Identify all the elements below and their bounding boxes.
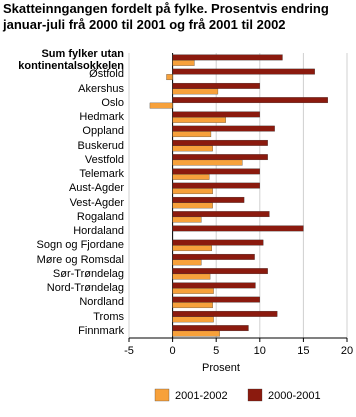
bar [172, 125, 275, 132]
x-tick-label: 10 [254, 345, 266, 357]
x-axis-label: Prosent [202, 362, 240, 374]
bar [172, 268, 268, 275]
bar [172, 82, 260, 89]
x-tick-label: 0 [170, 345, 176, 357]
bar [172, 154, 268, 161]
bar [172, 245, 212, 252]
y-tick-label: Buskerud [77, 139, 124, 152]
y-tick-label: Finnmark [78, 324, 124, 337]
bar [172, 325, 249, 332]
x-tick-label: 20 [341, 345, 353, 357]
bar [172, 182, 260, 189]
bar [172, 131, 212, 138]
bar [172, 188, 213, 195]
bar [172, 282, 256, 289]
plot-area [129, 53, 347, 338]
y-tick-label: Sogn og Fjordane [36, 239, 124, 252]
bar [172, 168, 260, 175]
y-tick-label: Møre og Romsdal [36, 253, 124, 266]
y-tick-label: Sør-Trøndelag [52, 267, 124, 280]
x-tick-label: 5 [213, 345, 219, 357]
x-tick-label: -5 [124, 345, 134, 357]
y-tick-label: Hedmark [79, 111, 124, 124]
bar [149, 102, 173, 109]
y-tick-label: Akershus [78, 82, 124, 95]
bar [172, 310, 278, 317]
bar [172, 225, 304, 232]
bar [172, 159, 243, 166]
y-tick-label: Oppland [82, 125, 124, 138]
bar [172, 59, 195, 66]
y-tick-label: Nordland [79, 296, 124, 309]
bar [172, 273, 211, 280]
bar [172, 68, 315, 75]
legend-label: 2001-2002 [175, 390, 228, 402]
bar [172, 54, 283, 61]
bar [172, 202, 213, 209]
bar [172, 259, 202, 266]
legend-swatch [247, 388, 263, 402]
y-tick-label: Telemark [79, 168, 124, 181]
bar [172, 296, 260, 303]
bar [172, 239, 264, 246]
y-tick-label: Østfold [89, 68, 124, 81]
y-tick-label: Vest-Agder [69, 196, 124, 209]
bar [172, 111, 260, 118]
bar [172, 287, 214, 294]
y-tick-label: Nord-Trøndelag [46, 282, 124, 295]
chart-title: Skatteinngangen fordelt på fylke. Prosen… [3, 1, 329, 32]
y-tick-label: Vestfold [84, 153, 124, 166]
x-tick-label: 15 [297, 345, 309, 357]
y-tick-label: Aust-Agder [68, 182, 124, 195]
y-tick-label: Troms [93, 310, 124, 323]
bar [172, 330, 220, 337]
bar [172, 302, 213, 309]
legend-swatch [154, 388, 170, 402]
bar [172, 88, 219, 95]
bar [172, 173, 210, 180]
bar [172, 316, 214, 323]
bar [172, 139, 268, 146]
y-tick-label: Rogaland [76, 210, 124, 223]
bar [166, 74, 173, 81]
legend-label: 2000-2001 [268, 390, 321, 402]
y-tick-label: Hordaland [73, 225, 124, 238]
bar [172, 145, 213, 152]
bar [172, 116, 226, 123]
y-tick-label: Sum fylker utan kontinentalsokkelen [18, 48, 124, 73]
bar [172, 211, 270, 218]
bar [172, 253, 255, 260]
bar [172, 216, 202, 223]
y-tick-label: Oslo [101, 96, 124, 109]
bar [172, 97, 328, 104]
bar [172, 196, 245, 203]
